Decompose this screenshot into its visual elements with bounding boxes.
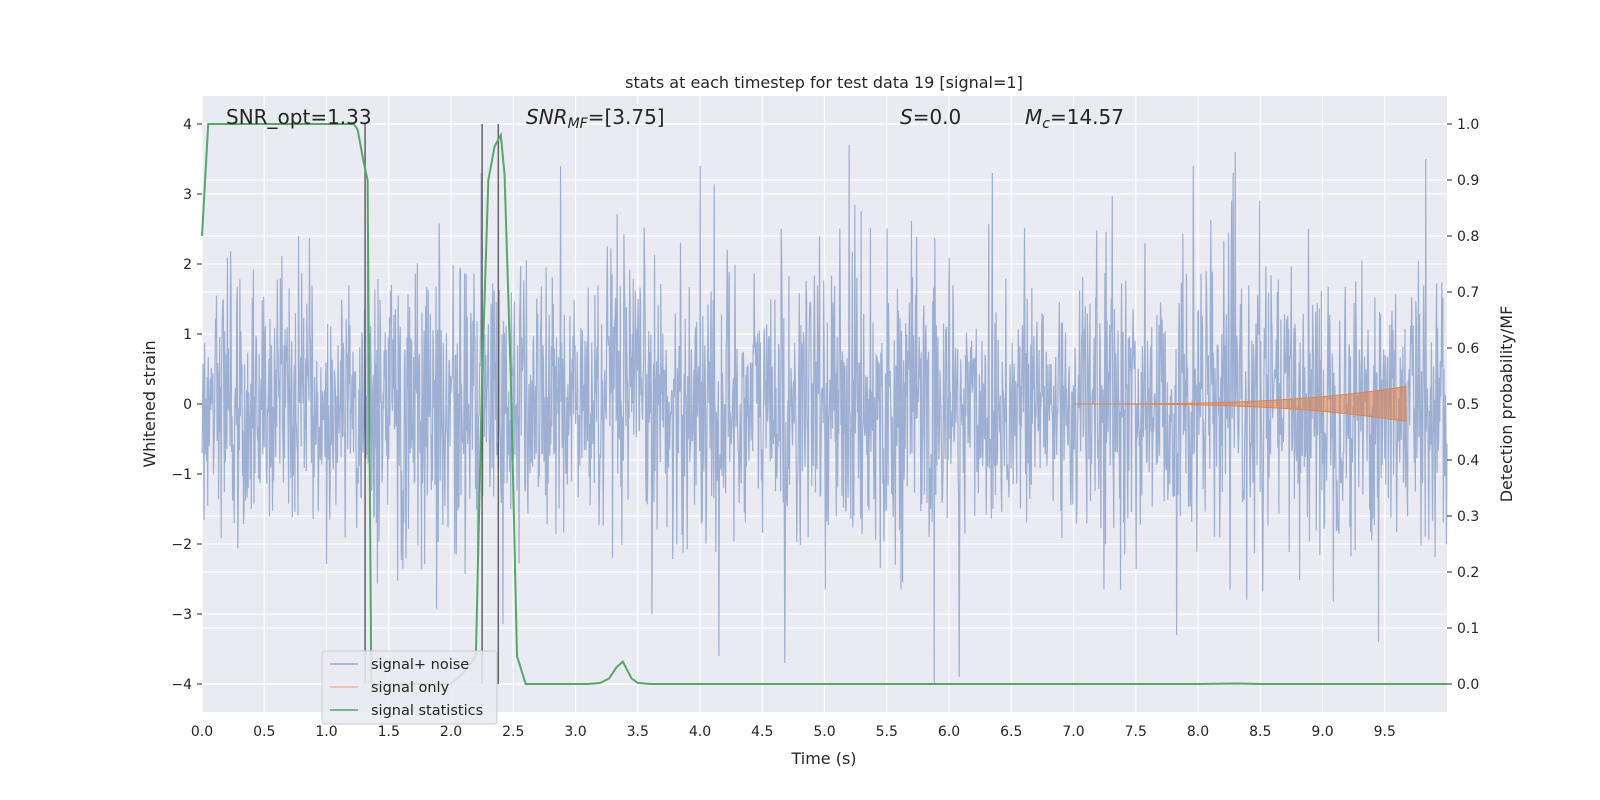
x-tick-label: 6.0 — [938, 724, 960, 740]
x-tick-label: 5.5 — [876, 724, 898, 740]
y-tick-label-left: −4 — [171, 677, 192, 693]
s-value: =0.0 — [913, 105, 962, 129]
x-tick-label: 9.5 — [1374, 724, 1396, 740]
y-ticks-left: 4 3 2 1 0 −1 −2 −3 −4 — [171, 117, 202, 693]
y-tick-label-right: 0.1 — [1457, 621, 1479, 637]
x-axis-label: Time (s) — [790, 749, 856, 768]
y-tick-label-left: 1 — [183, 327, 192, 343]
y-tick-label-left: 3 — [183, 187, 192, 203]
legend-label-signal-noise: signal+ noise — [371, 657, 469, 673]
annotation-snr-opt: SNR_opt=1.33 — [226, 105, 372, 129]
x-tick-label: 1.5 — [378, 724, 400, 740]
x-tick-label: 2.0 — [440, 724, 462, 740]
series-signal-statistics — [201, 123, 1447, 685]
y-tick-label-left: 0 — [183, 397, 192, 413]
x-tick-label: 6.5 — [1000, 724, 1022, 740]
legend-label-signal-statistics: signal statistics — [371, 703, 483, 719]
snr-mf-symbol: SNR — [526, 105, 568, 129]
chart-title: stats at each timestep for test data 19 … — [625, 73, 1023, 92]
annotation-mc: Mc=14.57 — [1025, 105, 1124, 132]
y-tick-label-right: 0.6 — [1457, 341, 1479, 357]
y-tick-label-right: 0.0 — [1457, 677, 1479, 693]
legend-label-signal-only: signal only — [371, 680, 450, 696]
series-signal-noise — [201, 144, 1448, 685]
legend-box — [321, 650, 498, 725]
y-tick-label-right: 0.7 — [1457, 285, 1479, 301]
y-ticks-right: 1.0 0.9 0.8 0.7 0.6 0.5 0.4 0.3 0.2 0.1 0.0 — [1447, 117, 1479, 693]
y-tick-label-left: −2 — [171, 537, 192, 553]
annotation-s: S=0.0 — [900, 105, 961, 129]
x-tick-label: 7.0 — [1062, 724, 1084, 740]
x-tick-label: 4.5 — [751, 724, 773, 740]
x-tick-label: 0.5 — [253, 724, 275, 740]
snr-mf-subscript: MF — [568, 116, 589, 132]
y-tick-label-left: 4 — [183, 117, 192, 133]
y-tick-label-right: 0.4 — [1457, 453, 1479, 469]
y-tick-label-right: 1.0 — [1457, 117, 1479, 133]
y-tick-label-left: −3 — [171, 607, 192, 623]
x-tick-label: 7.5 — [1125, 724, 1147, 740]
y-axis-label-left: Whitened strain — [140, 340, 159, 467]
s-symbol: S — [900, 105, 913, 129]
mc-symbol: M — [1025, 105, 1042, 129]
x-tick-label: 0.0 — [191, 724, 213, 740]
x-tick-label: 1.0 — [315, 724, 337, 740]
y-tick-label-left: −1 — [171, 467, 192, 483]
mc-value: =14.57 — [1050, 105, 1124, 129]
snr-mf-value: =[3.75] — [588, 105, 665, 129]
y-tick-label-right: 0.3 — [1457, 509, 1479, 525]
line-signal-only — [1073, 385, 1407, 423]
line-signal-statistics — [201, 123, 1447, 685]
x-tick-label: 3.0 — [564, 724, 586, 740]
x-tick-label: 8.5 — [1249, 724, 1271, 740]
x-tick-label: 9.0 — [1311, 724, 1333, 740]
x-tick-label: 2.5 — [502, 724, 524, 740]
series-signal-only — [1073, 385, 1407, 423]
mc-subscript: c — [1042, 116, 1050, 132]
legend: signal+ noise signal only signal statist… — [321, 650, 498, 725]
x-tick-label: 4.0 — [689, 724, 711, 740]
annotation-snr-mf: SNRMF=[3.75] — [526, 105, 665, 132]
y-tick-label-right: 0.8 — [1457, 229, 1479, 245]
y-tick-label-right: 0.9 — [1457, 173, 1479, 189]
x-tick-label: 8.0 — [1187, 724, 1209, 740]
y-tick-label-right: 0.5 — [1457, 397, 1479, 413]
x-ticks: 0.0 0.5 1.0 1.5 2.0 2.5 3.0 3.5 4.0 4.5 5.0 5.5 6.0 6… — [191, 724, 1396, 740]
y-tick-label-right: 0.2 — [1457, 565, 1479, 581]
x-tick-label: 5.0 — [813, 724, 835, 740]
x-tick-label: 3.5 — [627, 724, 649, 740]
y-tick-label-left: 2 — [183, 257, 192, 273]
y-axis-label-right: Detection probability/MF — [1497, 306, 1516, 503]
annotations: SNR_opt=1.33 SNRMF=[3.75] S=0.0 Mc=14.57 — [226, 105, 1124, 132]
line-signal-noise — [201, 144, 1448, 685]
